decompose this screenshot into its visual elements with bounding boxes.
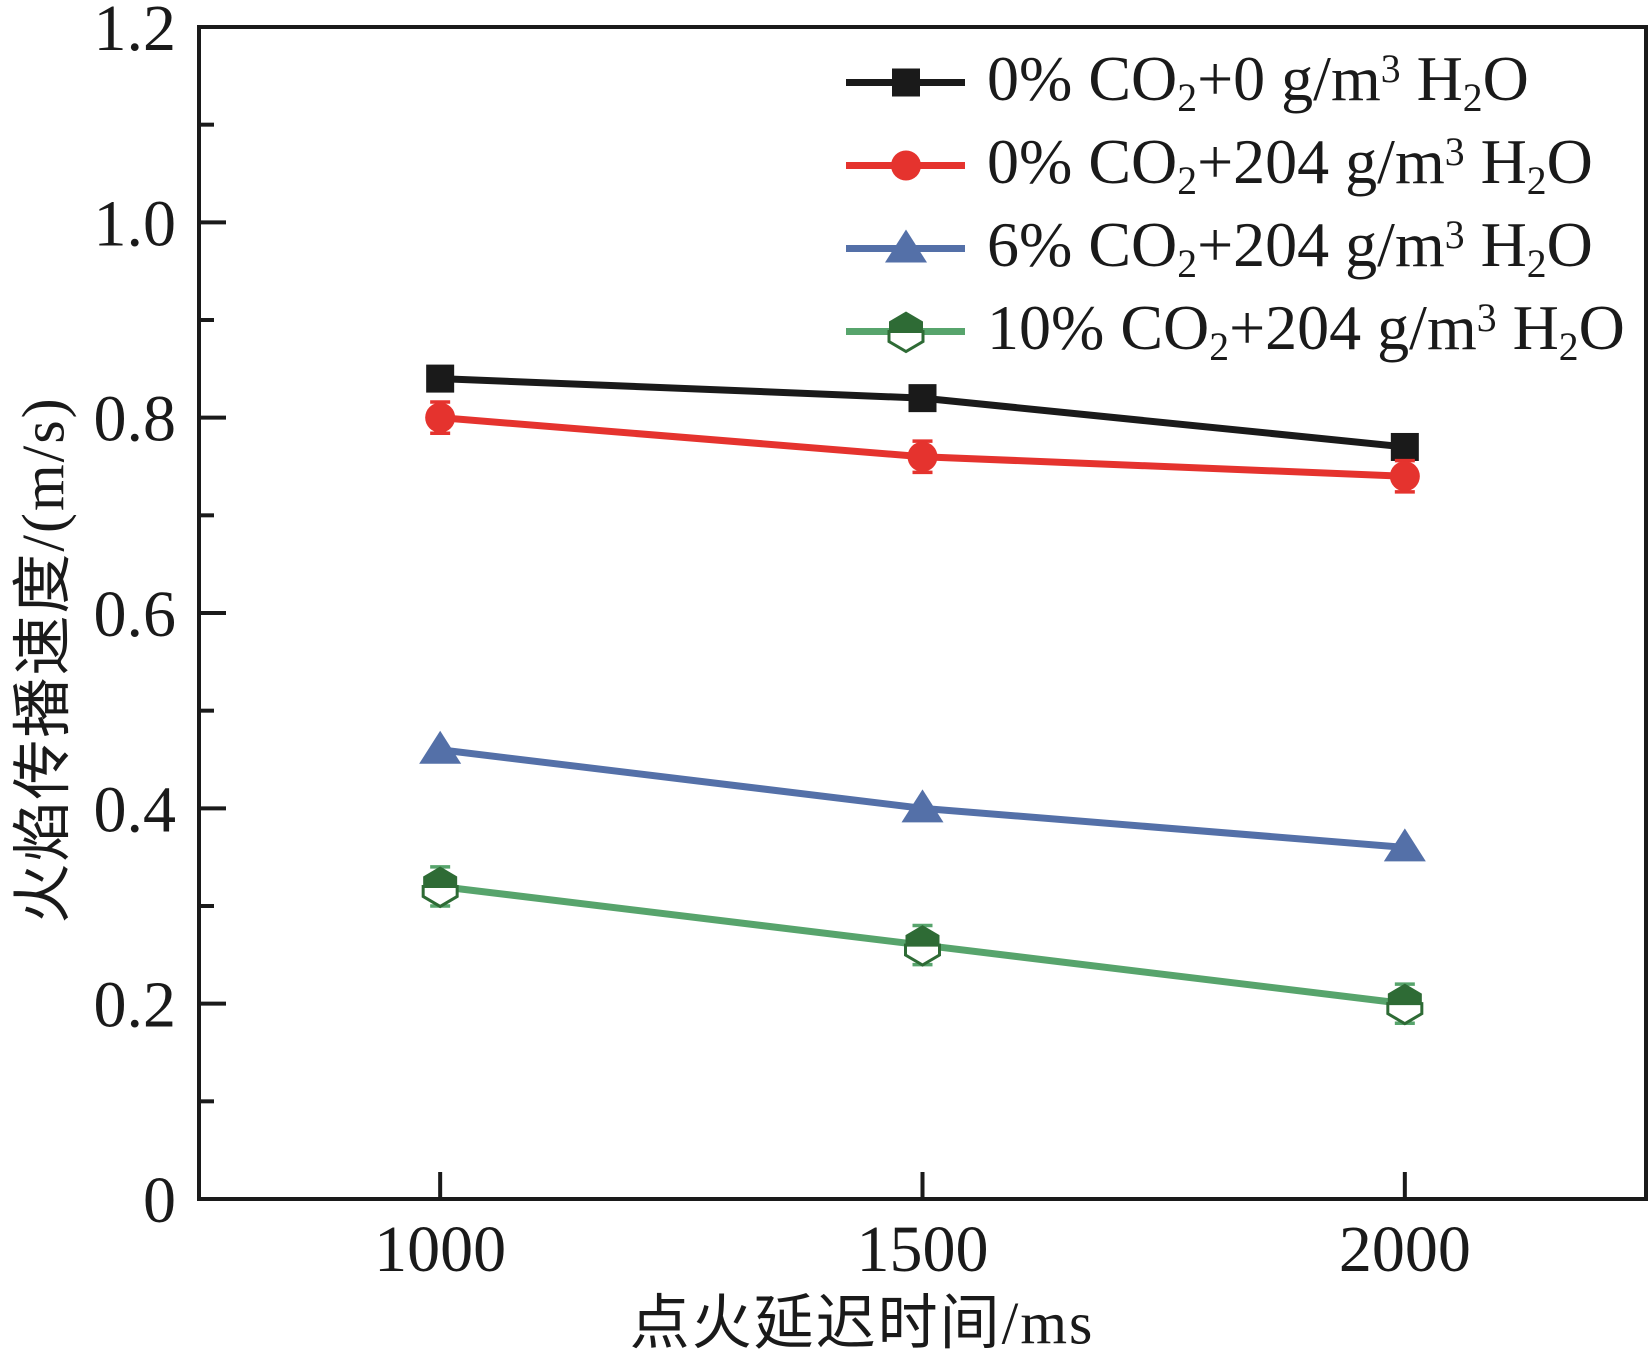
hexagon-marker-bottom xyxy=(1386,1002,1424,1026)
triangle-marker xyxy=(1383,828,1426,862)
x-tick-label: 1000 xyxy=(374,1213,506,1286)
circle-marker xyxy=(891,150,921,181)
circle-marker xyxy=(425,402,456,433)
axes: 0 0.2 0.4 0.6 0.8 1.0 1.2 1000 1500 2000 xyxy=(94,0,1648,1286)
legend-marker-square-icon xyxy=(846,68,965,97)
y-tick-label: 1.2 xyxy=(94,0,177,65)
legend-marker-triangle-icon xyxy=(846,229,965,263)
y-tick-label: 0.8 xyxy=(94,383,177,456)
legend-entry: 0% CO2+0 g/m3 H2O xyxy=(846,41,1625,124)
y-tick-label: 0.2 xyxy=(94,969,177,1042)
legend-entry: 6% CO2+204 g/m3 H2O xyxy=(846,207,1625,290)
y-axis-title: 火焰传播速度/(m/s) xyxy=(10,396,77,924)
triangle-marker xyxy=(885,229,927,263)
legend-label: 0% CO2+0 g/m3 H2O xyxy=(987,42,1529,120)
x-tick-label: 2000 xyxy=(1339,1213,1471,1286)
legend-label: 6% CO2+204 g/m3 H2O xyxy=(987,208,1593,286)
circle-marker xyxy=(907,441,938,472)
legend-marker-circle-icon xyxy=(846,150,965,181)
legend-label: 10% CO2+204 g/m3 H2O xyxy=(987,291,1625,369)
hexagon-marker-bottom xyxy=(421,884,459,909)
hexagon-marker-top xyxy=(905,925,940,946)
square-marker xyxy=(908,384,937,413)
hexagon-marker-top xyxy=(1387,983,1422,1004)
legend: 0% CO2+0 g/m3 H2O 0% CO2+204 g/m3 H2O 6%… xyxy=(846,41,1625,373)
series-0 xyxy=(426,364,1419,461)
hexagon-marker-bottom xyxy=(904,943,941,967)
x-tick-label: 1500 xyxy=(857,1213,989,1286)
y-tick-label: 0 xyxy=(143,1164,176,1237)
legend-entry: 10% CO2+204 g/m3 H2O xyxy=(846,290,1625,373)
hexagon-marker-top xyxy=(423,866,458,887)
legend-marker-hexagon-icon xyxy=(846,311,965,354)
legend-label: 0% CO2+204 g/m3 H2O xyxy=(987,125,1593,203)
square-marker xyxy=(892,68,920,97)
series-1 xyxy=(425,400,1420,494)
hexagon-marker-bottom xyxy=(887,330,925,354)
square-marker xyxy=(1390,432,1419,461)
legend-entry: 0% CO2+204 g/m3 H2O xyxy=(846,124,1625,207)
square-marker xyxy=(426,364,455,393)
y-tick-label: 1.0 xyxy=(94,187,177,260)
series-3 xyxy=(421,865,1424,1026)
series-2 xyxy=(419,730,1426,862)
x-axis-title: 点火延迟时间/ms xyxy=(629,1290,1095,1357)
triangle-marker xyxy=(419,730,462,764)
y-tick-label: 0.6 xyxy=(94,578,177,651)
circle-marker xyxy=(1389,461,1420,492)
hexagon-marker-top xyxy=(889,311,923,332)
triangle-marker xyxy=(901,789,944,823)
y-tick-label: 0.4 xyxy=(94,773,177,846)
